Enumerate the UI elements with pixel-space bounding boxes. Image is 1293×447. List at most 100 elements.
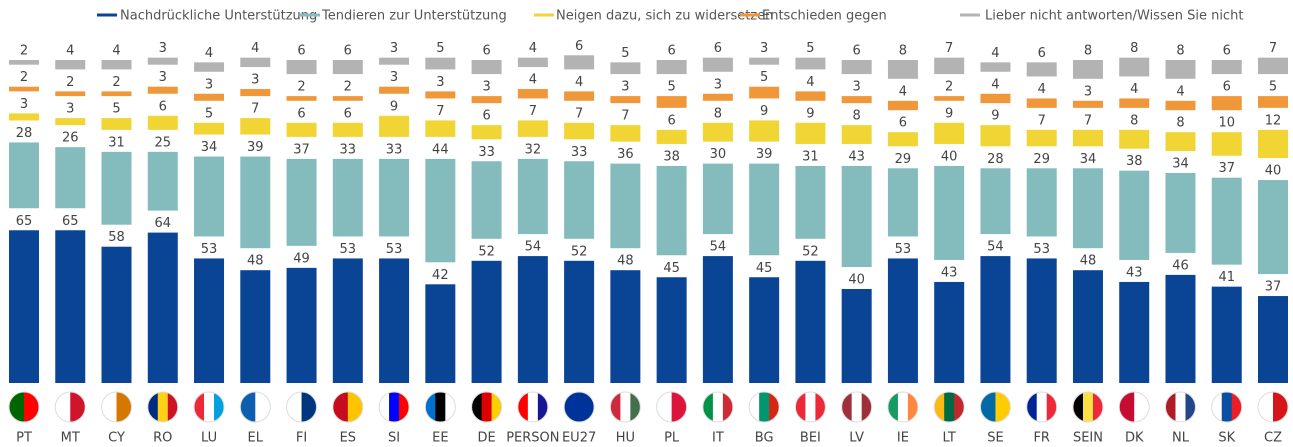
bar-segment (1026, 258, 1057, 383)
value-label: 10 (1218, 116, 1235, 131)
bar-segment (332, 96, 363, 101)
flag-border (748, 391, 780, 423)
value-label: 3 (251, 73, 259, 88)
bar-segment (1258, 57, 1288, 75)
value-label: 6 (297, 106, 305, 121)
value-label: 37 (293, 142, 310, 157)
bar-segment (610, 96, 641, 104)
value-label: 41 (1218, 270, 1235, 285)
flag-stripe (204, 392, 215, 422)
flag-stripe (255, 392, 271, 422)
bar-segment (147, 232, 178, 383)
flag-stripe (759, 392, 770, 422)
value-label: 6 (344, 106, 352, 121)
value-label: 2 (945, 80, 953, 95)
value-label: 45 (663, 261, 680, 276)
value-label: 33 (340, 142, 357, 157)
value-label: 45 (756, 261, 773, 276)
value-label: 32 (525, 142, 542, 157)
flag-stripe (537, 392, 548, 422)
flag-border (378, 391, 410, 423)
flag-stripe (851, 392, 863, 422)
bar-segment (286, 158, 317, 246)
value-label: 40 (848, 273, 865, 288)
flag-stripe (1119, 392, 1135, 422)
value-label: 4 (112, 44, 120, 59)
value-label: 8 (1130, 41, 1138, 56)
bar-segment (841, 289, 872, 383)
flag-stripe (379, 392, 390, 422)
flag-border (656, 391, 688, 423)
bar-segment (332, 122, 363, 137)
bar-segment (425, 158, 456, 263)
flag-border (1257, 391, 1289, 423)
category-label: RO (153, 431, 172, 446)
flag-stripe (101, 392, 118, 422)
flag-border (8, 391, 40, 423)
bar-segment (240, 89, 271, 97)
bar-segment (1211, 132, 1242, 156)
value-label: 36 (617, 147, 634, 162)
bar-segment (9, 60, 39, 65)
value-label: 54 (710, 240, 727, 255)
flag-stripe (934, 392, 945, 422)
bar-segment (194, 156, 225, 237)
flag-stripe (712, 392, 724, 422)
value-label: 49 (293, 251, 310, 266)
flag-stripe (1185, 392, 1196, 422)
bar-segment (656, 165, 687, 256)
flag-border (563, 391, 595, 423)
bar-segment (55, 91, 86, 97)
value-label: 5 (112, 102, 120, 117)
bar-segment (934, 57, 965, 75)
bar-segment (610, 270, 641, 383)
legend-label: Lieber nicht antworten/Wissen Sie nicht (985, 9, 1243, 24)
bar-segment (656, 129, 687, 144)
value-label: 4 (66, 44, 74, 59)
value-label: 4 (575, 75, 583, 90)
bar-segment (1165, 274, 1196, 383)
bar-segment (194, 258, 225, 383)
flag-stripe (1036, 392, 1048, 422)
bar-segment (379, 158, 410, 237)
bar-segment (517, 89, 548, 99)
bar-segment (240, 118, 271, 135)
flag-stripe (517, 392, 529, 422)
bar-segment (702, 57, 733, 72)
flag-stripe (887, 392, 899, 422)
value-label: 38 (663, 149, 680, 164)
category-label: IT (712, 431, 724, 446)
value-label: 5 (621, 46, 629, 61)
value-label: 5 (760, 70, 768, 85)
flag-stripe (630, 392, 641, 422)
value-label: 2 (20, 70, 28, 85)
bar-segment (55, 230, 86, 383)
bar-segment (101, 118, 132, 130)
value-label: 7 (529, 104, 537, 119)
value-label: 6 (159, 99, 167, 114)
bar-segment (887, 60, 918, 79)
bar-segment (702, 122, 733, 142)
bar-segment (1258, 129, 1288, 159)
flag-stripe (301, 392, 317, 422)
flag-stripe (795, 392, 806, 422)
category-label: ES (340, 431, 356, 446)
bar-segment (795, 122, 826, 144)
bar-segment (1211, 177, 1242, 265)
flag-stripe (1092, 392, 1103, 422)
bar-segment (749, 86, 780, 99)
category-label: EU27 (562, 431, 596, 446)
bar-segment (101, 151, 132, 225)
value-label: 53 (201, 242, 218, 257)
bar-segment (1165, 173, 1196, 253)
flag-stripe (70, 392, 86, 422)
value-label: 6 (853, 44, 861, 59)
bar-segment (980, 256, 1011, 383)
bar-segment (1258, 296, 1288, 383)
bar-segment (517, 57, 548, 68)
flag-border (239, 391, 271, 423)
bar-segment (1072, 100, 1103, 108)
value-label: 29 (1033, 152, 1050, 167)
flag-stripe (399, 392, 410, 422)
flag-border (193, 391, 225, 423)
